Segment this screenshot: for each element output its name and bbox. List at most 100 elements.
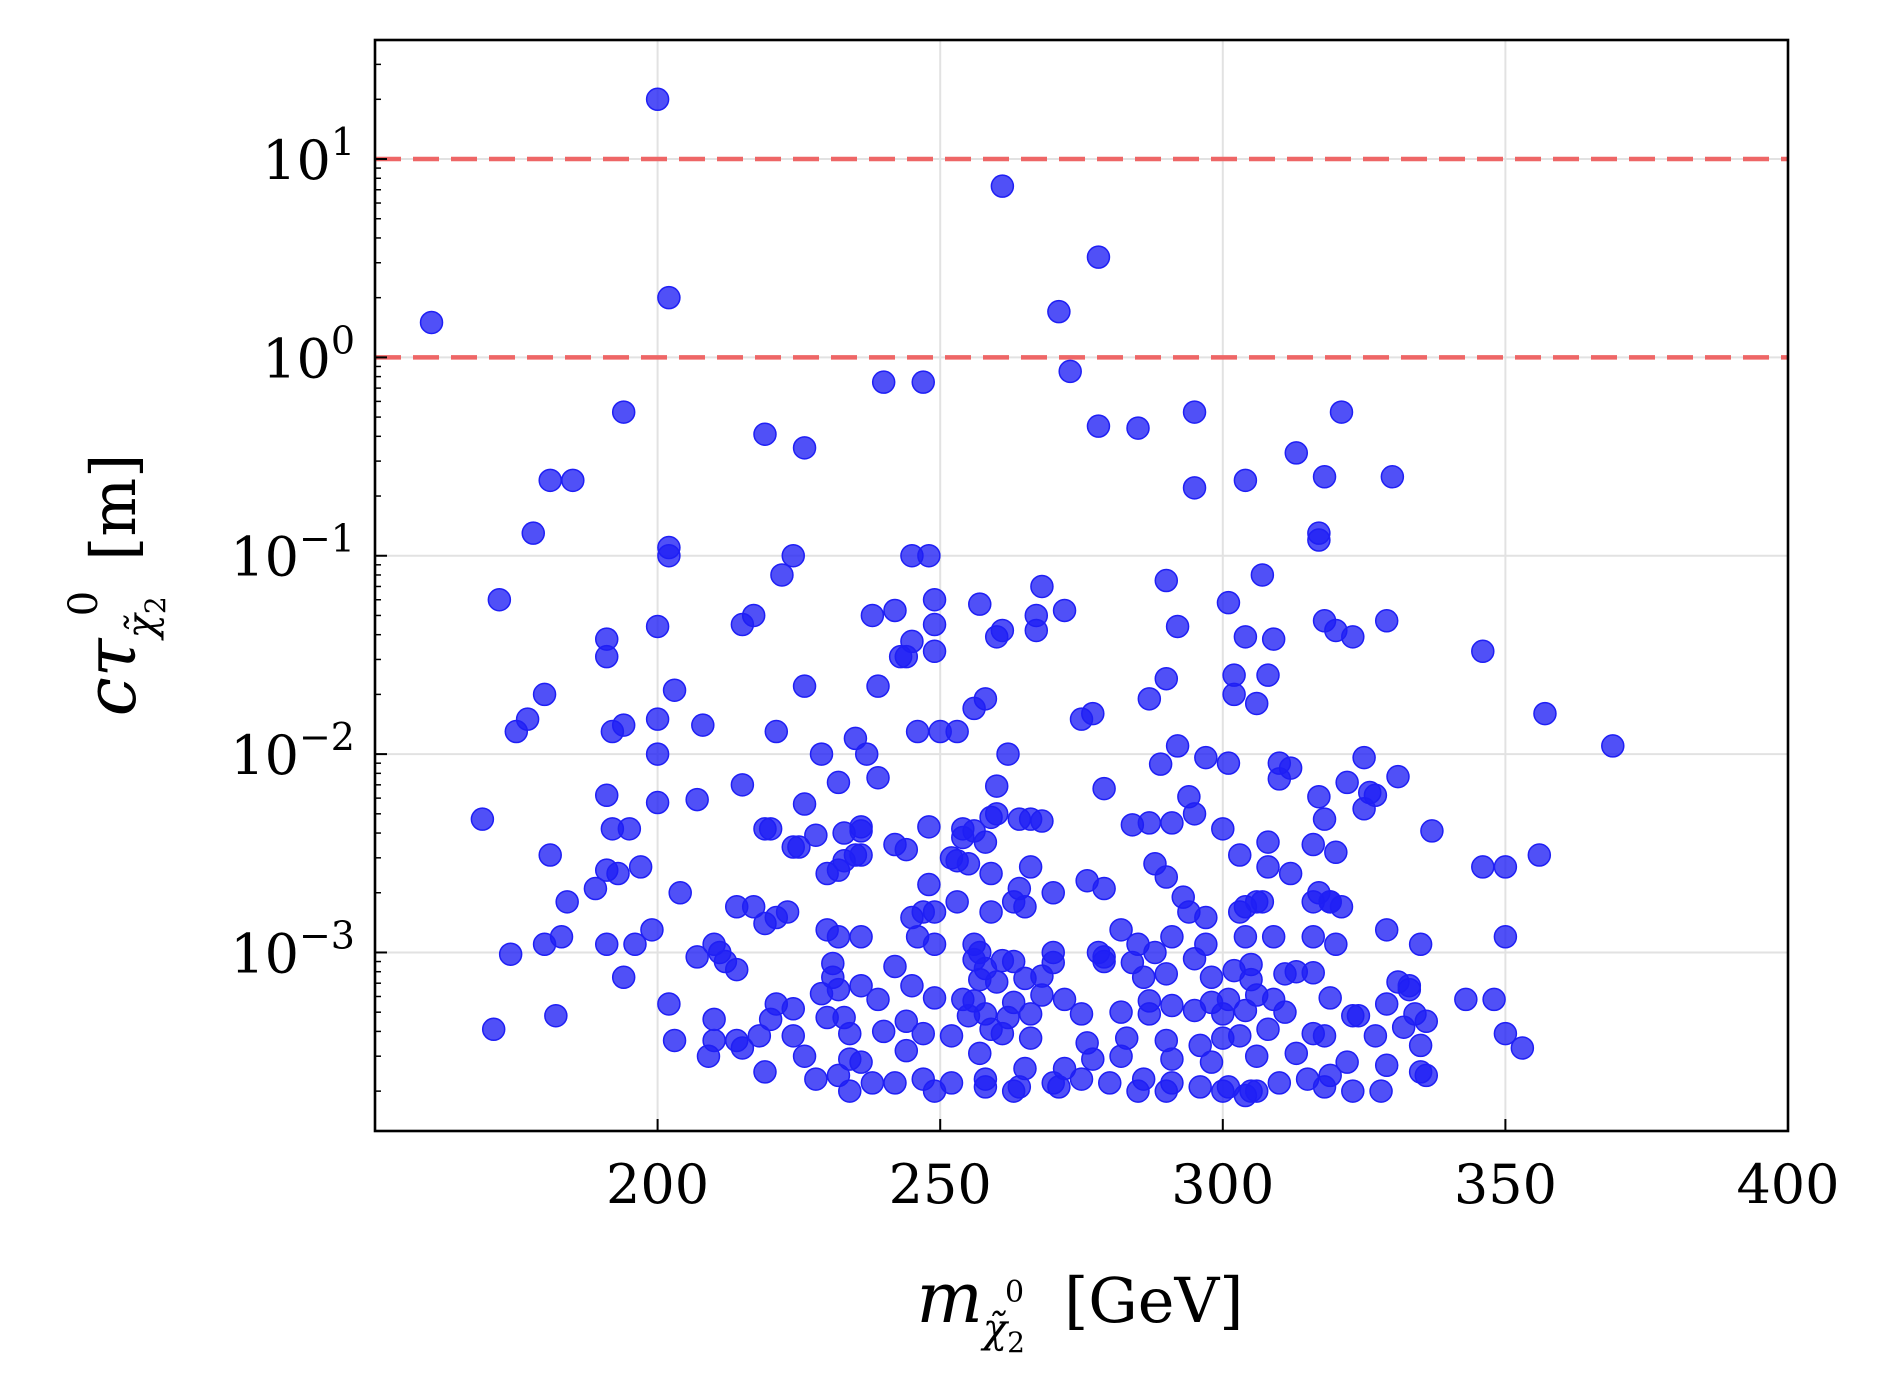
scatter-point bbox=[555, 890, 579, 914]
scatter-point bbox=[657, 285, 681, 310]
scatter-point bbox=[1307, 784, 1331, 809]
scatter-point bbox=[1182, 998, 1207, 1023]
scatter-point bbox=[1188, 1033, 1212, 1058]
scatter-point bbox=[1086, 414, 1111, 438]
scatter-point bbox=[753, 422, 777, 446]
scatter-point bbox=[611, 965, 636, 990]
scatter-point bbox=[1318, 986, 1342, 1010]
scatter-point bbox=[1374, 609, 1399, 633]
scatter-point bbox=[792, 1044, 817, 1068]
scatter-point bbox=[973, 830, 998, 854]
scatter-point bbox=[894, 644, 919, 669]
x-tick-label: 400 bbox=[1736, 1153, 1839, 1216]
scatter-point bbox=[1533, 701, 1557, 726]
scatter-point bbox=[1211, 1079, 1235, 1103]
scatter-point bbox=[1386, 764, 1410, 789]
scatter-point bbox=[1346, 1003, 1371, 1028]
scatter-point bbox=[702, 1007, 726, 1032]
scatter-point bbox=[1352, 745, 1376, 770]
scatter-point bbox=[1510, 1036, 1535, 1060]
scatter-point bbox=[521, 521, 546, 545]
scatter-point bbox=[1211, 817, 1235, 841]
scatter-point bbox=[922, 932, 947, 957]
scatter-point bbox=[1069, 1067, 1094, 1091]
scatter-point bbox=[1301, 832, 1325, 857]
x-axis-label-subsup: 0 bbox=[1005, 1275, 1024, 1310]
scatter-point bbox=[917, 872, 941, 897]
scatter-point bbox=[1233, 625, 1258, 649]
scatter-point bbox=[804, 1067, 828, 1091]
scatter-point bbox=[1363, 1024, 1388, 1048]
scatter-point bbox=[1278, 861, 1303, 886]
scatter-point bbox=[730, 1036, 755, 1060]
scatter-point bbox=[419, 310, 444, 335]
scatter-point bbox=[504, 719, 529, 744]
scatter-point bbox=[1154, 568, 1179, 593]
scatter-point bbox=[962, 696, 986, 721]
scatter-point bbox=[1058, 359, 1082, 384]
scatter-point bbox=[1126, 416, 1150, 440]
scatter-point bbox=[1024, 618, 1049, 643]
scatter-point bbox=[1052, 987, 1077, 1012]
scatter-point bbox=[1454, 987, 1478, 1012]
x-axis-label: mχ̃2 0 [GeV] bbox=[917, 1257, 1244, 1359]
scatter-point bbox=[1154, 962, 1179, 986]
scatter-point bbox=[1216, 590, 1241, 615]
scatter-point bbox=[1312, 465, 1337, 489]
scatter-point bbox=[487, 588, 512, 612]
scatter-point bbox=[1244, 1079, 1269, 1103]
scatter-point bbox=[770, 563, 794, 587]
y-axis-label: cτχ̃2 0 [m] bbox=[61, 454, 172, 717]
scatter-point bbox=[1160, 1047, 1184, 1071]
scatter-point bbox=[1154, 666, 1179, 691]
scatter-point bbox=[1233, 998, 1258, 1023]
scatter-point bbox=[894, 1009, 919, 1034]
scatter-point bbox=[1109, 1000, 1133, 1024]
scatter-point bbox=[860, 1071, 885, 1095]
scatter-point bbox=[792, 436, 817, 460]
scatter-point bbox=[1341, 625, 1365, 649]
scatter-point bbox=[1165, 614, 1190, 639]
scatter-point bbox=[1493, 925, 1518, 949]
scatter-point bbox=[561, 468, 585, 493]
scatter-point bbox=[1312, 1024, 1337, 1048]
scatter-point bbox=[668, 881, 692, 905]
scatter-point bbox=[1109, 918, 1133, 942]
scatter-point bbox=[917, 815, 941, 839]
scatter-point bbox=[1018, 1002, 1043, 1026]
scatter-point bbox=[1261, 627, 1286, 651]
scatter-point bbox=[1374, 992, 1399, 1016]
scatter-point bbox=[645, 87, 670, 112]
y-tick-label: 101 bbox=[262, 120, 355, 192]
scatter-point bbox=[1273, 1000, 1297, 1024]
scatter-point bbox=[1047, 1075, 1071, 1099]
scatter-point bbox=[1482, 987, 1506, 1012]
scatter-point bbox=[481, 1017, 506, 1042]
scatter-point bbox=[1081, 1047, 1105, 1071]
scatter-point bbox=[1408, 1060, 1433, 1084]
scatter-point bbox=[594, 932, 619, 957]
scatter-point bbox=[792, 792, 817, 816]
scatter-point bbox=[945, 890, 969, 914]
scatter-point bbox=[470, 807, 495, 831]
scatter-point bbox=[1273, 962, 1297, 986]
scatter-point bbox=[826, 977, 851, 1002]
scatter-point bbox=[645, 742, 670, 766]
scatter-point bbox=[1199, 965, 1224, 990]
scatter-point bbox=[984, 802, 1009, 826]
scatter-point bbox=[996, 742, 1020, 766]
scatter-point bbox=[1329, 400, 1354, 424]
scatter-point bbox=[1030, 574, 1054, 599]
scatter-point bbox=[911, 370, 935, 394]
scatter-point bbox=[1182, 476, 1207, 500]
scatter-point bbox=[990, 618, 1015, 643]
scatter-point bbox=[1267, 767, 1292, 791]
scatter-point bbox=[826, 925, 851, 949]
scatter-point bbox=[1047, 299, 1071, 324]
scatter-point bbox=[662, 1028, 687, 1053]
x-tick-label: 300 bbox=[1171, 1153, 1274, 1216]
scatter-point bbox=[1154, 865, 1179, 889]
scatter-point bbox=[894, 837, 919, 862]
scatter-point bbox=[1182, 400, 1207, 424]
